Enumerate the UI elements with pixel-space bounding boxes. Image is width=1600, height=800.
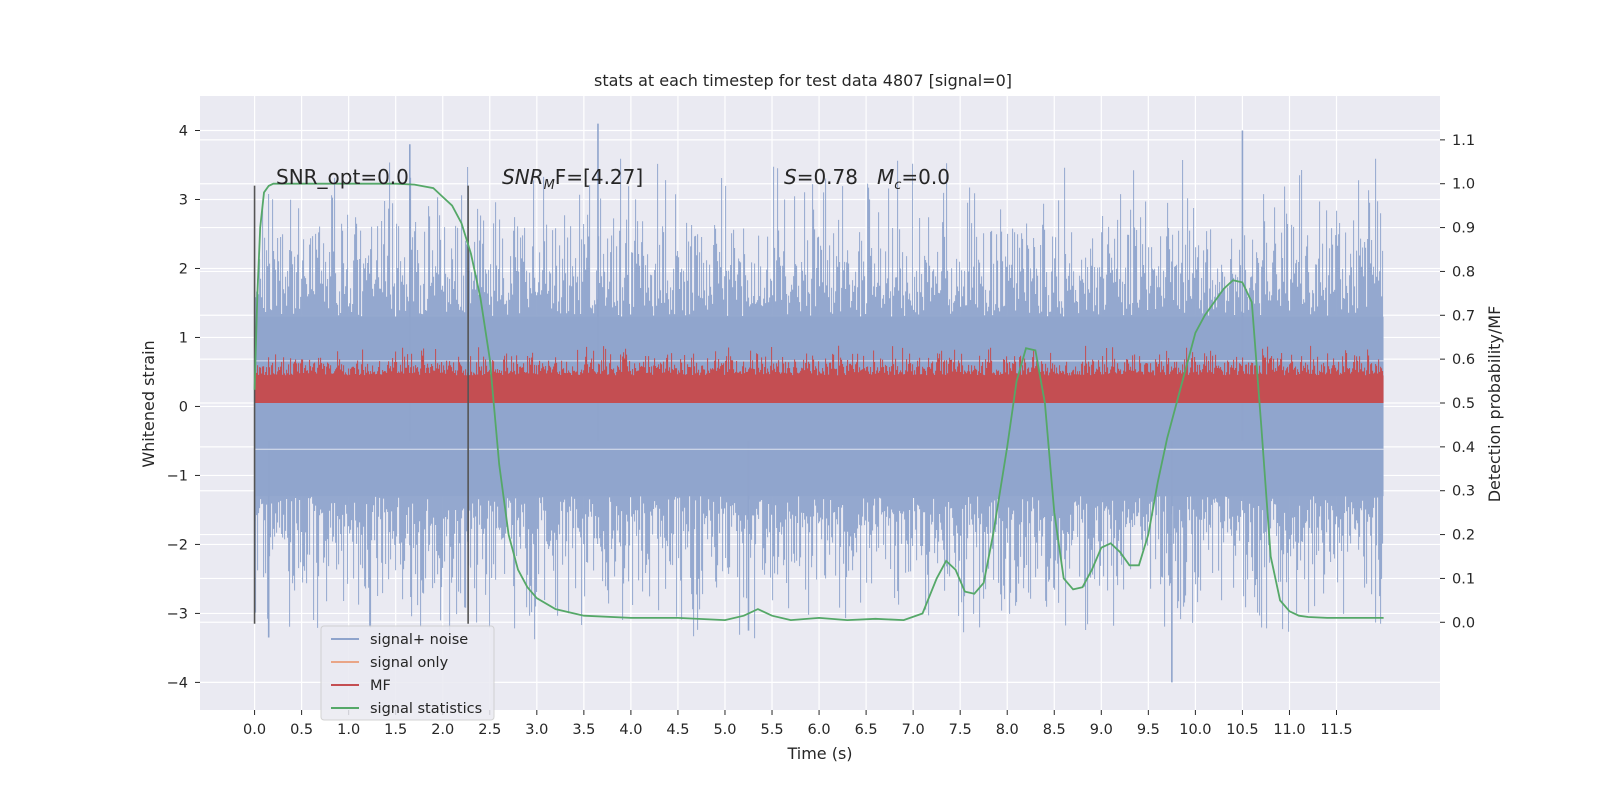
chart-title: stats at each timestep for test data 480… (594, 71, 1012, 90)
x-axis-label: Time (s) (786, 744, 852, 763)
y-tick-label: 3 (179, 192, 188, 208)
x-tick-label: 8.5 (1043, 722, 1066, 738)
x-tick-label: 10.0 (1179, 722, 1211, 738)
legend-label-signal-only: signal only (370, 655, 449, 671)
y-axis-right-label: Detection probability/MF (1485, 306, 1504, 503)
legend-label-mf: MF (370, 678, 391, 694)
snr-opt-annotation: SNR_opt=0.0 (276, 165, 409, 189)
x-tick-label: 11.5 (1320, 722, 1352, 738)
y-right-tick-label: 0.2 (1452, 528, 1475, 544)
x-tick-label: 0.0 (243, 722, 266, 738)
y-axis-left-ticks: −4 −3 −2 −1 0 1 2 3 4 (167, 123, 200, 691)
y-right-tick-label: 0.9 (1452, 221, 1475, 237)
y-right-tick-label: 1.1 (1452, 133, 1475, 149)
y-tick-label: −4 (167, 675, 188, 691)
y-tick-label: −2 (167, 537, 188, 553)
y-axis-right-ticks: 0.0 0.1 0.2 0.3 0.4 0.5 0.6 0.7 0.8 0.9 1.0 1.1 (1440, 133, 1475, 631)
y-tick-label: 0 (179, 399, 188, 415)
x-tick-label: 1.5 (384, 722, 407, 738)
y-tick-label: 4 (179, 123, 188, 139)
y-right-tick-label: 0.6 (1452, 352, 1475, 368)
x-axis-ticks: 0.0 0.5 1.0 1.5 2.0 2.5 3.0 3.5 4.0 4.5 5.0 5.5 6.0 6… (243, 710, 1353, 738)
signal-statistics-trace (253, 182, 1384, 622)
signal-plus-noise-trace (254, 123, 1384, 683)
s-annotation: S=0.78 (784, 165, 858, 189)
x-tick-label: 7.5 (949, 722, 972, 738)
vertical-markers (253, 185, 469, 624)
x-tick-label: 6.0 (808, 722, 831, 738)
x-tick-label: 7.0 (902, 722, 925, 738)
legend-box (320, 625, 495, 721)
x-tick-label: 3.5 (572, 722, 595, 738)
y-right-tick-label: 0.0 (1452, 615, 1475, 631)
y-right-tick-label: 1.0 (1452, 177, 1475, 193)
x-tick-label: 3.0 (525, 722, 548, 738)
x-tick-label: 2.5 (478, 722, 501, 738)
x-tick-label: 6.5 (855, 722, 878, 738)
y-right-tick-label: 0.8 (1452, 264, 1475, 280)
x-tick-label: 8.0 (996, 722, 1019, 738)
x-tick-label: 4.5 (666, 722, 689, 738)
mc-annotation: Mc=0.0 (877, 165, 950, 193)
legend: signal+ noise signal only MF signal stat… (320, 625, 495, 721)
x-tick-label: 9.0 (1090, 722, 1113, 738)
x-tick-label: 10.5 (1226, 722, 1258, 738)
x-tick-label: 1.0 (337, 722, 360, 738)
legend-label-signal-statistics: signal statistics (370, 701, 482, 717)
x-tick-label: 4.0 (619, 722, 642, 738)
x-tick-label: 5.0 (713, 722, 736, 738)
y-axis-left-label: Whitened strain (139, 340, 158, 467)
y-right-tick-label: 0.3 (1452, 484, 1475, 500)
y-right-tick-label: 0.5 (1452, 396, 1475, 412)
y-tick-label: 2 (179, 261, 188, 277)
snr-mf-annotation: SNRMF=[4.27] (502, 165, 643, 193)
x-tick-label: 0.5 (290, 722, 313, 738)
x-tick-label: 11.0 (1273, 722, 1305, 738)
y-right-tick-label: 0.7 (1452, 308, 1475, 324)
y-tick-label: −1 (167, 468, 188, 484)
y-right-tick-label: 0.1 (1452, 571, 1475, 587)
x-tick-label: 2.0 (431, 722, 454, 738)
x-tick-label: 9.5 (1137, 722, 1160, 738)
y-tick-label: −3 (167, 606, 188, 622)
y-tick-label: 1 (179, 330, 188, 346)
legend-label-signal-noise: signal+ noise (370, 632, 468, 648)
x-tick-label: 5.5 (760, 722, 783, 738)
y-right-tick-label: 0.4 (1452, 440, 1475, 456)
mf-trace (254, 345, 1384, 403)
